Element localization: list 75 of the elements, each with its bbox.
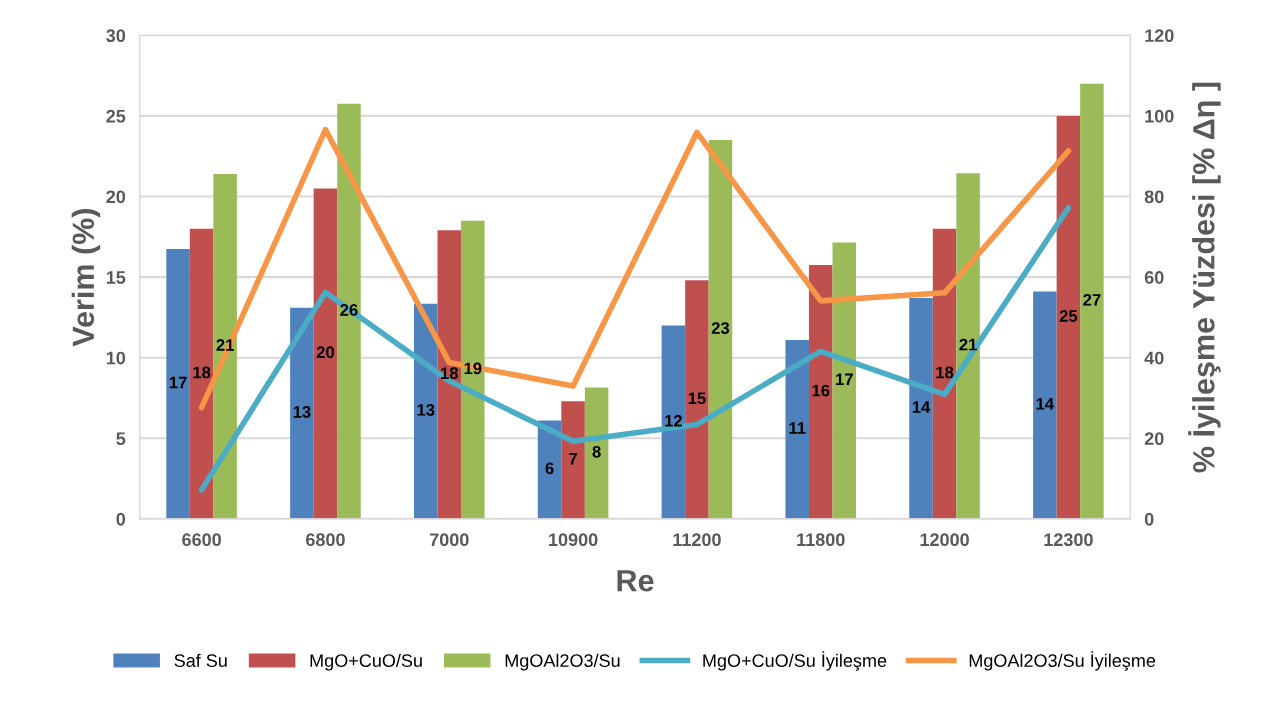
- data-label: 27: [1083, 293, 1101, 306]
- bar: [213, 173, 237, 519]
- x-tick-label: 11800: [797, 533, 845, 547]
- x-tick-label: 7000: [429, 533, 469, 547]
- x-tick-label: 12300: [1044, 533, 1093, 547]
- data-label: 17: [836, 373, 853, 385]
- y2-tick-label: 100: [1145, 109, 1174, 123]
- bar: [785, 339, 809, 519]
- bar: [313, 188, 338, 519]
- data-label: 18: [441, 367, 459, 380]
- data-label: 7: [569, 452, 577, 465]
- bar: [584, 387, 609, 519]
- data-label: 17: [169, 376, 187, 389]
- bar: [437, 230, 462, 519]
- data-label: 26: [340, 304, 358, 316]
- bar: [685, 280, 709, 519]
- bar: [1033, 291, 1057, 519]
- data-label: 18: [193, 366, 211, 379]
- bar: [1056, 115, 1081, 519]
- y2-tick-label: 60: [1144, 271, 1164, 284]
- data-label: 11: [789, 422, 806, 434]
- data-label: 16: [812, 384, 830, 397]
- bar: [189, 228, 214, 519]
- data-label: 20: [316, 346, 335, 359]
- x-tick-label: 6600: [182, 533, 221, 547]
- x-tick-label: 12000: [920, 533, 969, 547]
- data-label: 19: [464, 362, 482, 375]
- bar: [832, 242, 857, 519]
- y-tick-label: 5: [116, 432, 126, 446]
- x-tick-label: 10900: [549, 533, 598, 547]
- bar: [290, 307, 314, 519]
- y2-tick-label: 40: [1144, 351, 1164, 365]
- legend-label: MgO+CuO/Su: [310, 653, 422, 671]
- y-tick-label: 30: [106, 29, 126, 43]
- bar: [932, 228, 957, 519]
- data-label: 13: [293, 405, 311, 418]
- bar: [708, 140, 733, 519]
- data-label: 14: [1036, 398, 1055, 410]
- data-label: 21: [216, 339, 234, 351]
- data-label: 12: [665, 414, 682, 427]
- bar: [808, 265, 833, 519]
- x-tick-label: 6800: [306, 533, 345, 547]
- y-tick-label: 0: [116, 512, 126, 526]
- y2-tick-label: 0: [1144, 512, 1154, 526]
- legend-label: Saf Su: [174, 653, 227, 668]
- data-label: 15: [688, 392, 706, 405]
- y-tick-label: 25: [106, 109, 126, 123]
- y-tick-label: 10: [106, 351, 126, 365]
- data-label: 18: [936, 366, 954, 379]
- bar: [909, 298, 933, 519]
- bar: [461, 220, 485, 519]
- bar: [1080, 83, 1104, 519]
- legend-label: MgOAl2O3/Su: [505, 653, 620, 671]
- legend-label: MgO+CuO/Su İyileşme: [703, 651, 887, 671]
- x-tick-label: 11200: [673, 533, 721, 547]
- bar: [561, 401, 585, 519]
- y2-axis-title: % İyileşme Yüzdesi [% Δη ]: [1188, 82, 1221, 473]
- data-label: 8: [592, 445, 601, 458]
- data-label: 14: [912, 401, 931, 413]
- y-tick-label: 20: [106, 190, 126, 204]
- data-label: 23: [711, 322, 730, 334]
- bar: [956, 173, 980, 519]
- data-label: 6: [545, 462, 554, 475]
- x-axis-title: Re: [617, 570, 654, 592]
- y-axis-title: Verim (%): [71, 209, 101, 347]
- data-label: 13: [417, 403, 435, 416]
- y2-tick-label: 20: [1144, 432, 1164, 446]
- bar: [337, 103, 361, 519]
- y-tick-label: 15: [106, 271, 126, 284]
- y2-tick-label: 120: [1145, 29, 1174, 43]
- legend-label: MgOAl2O3/Su İyileşme: [969, 651, 1156, 671]
- bar: [166, 248, 190, 519]
- bar: [661, 325, 686, 519]
- y2-tick-label: 80: [1144, 190, 1164, 204]
- data-label: 25: [1059, 310, 1078, 322]
